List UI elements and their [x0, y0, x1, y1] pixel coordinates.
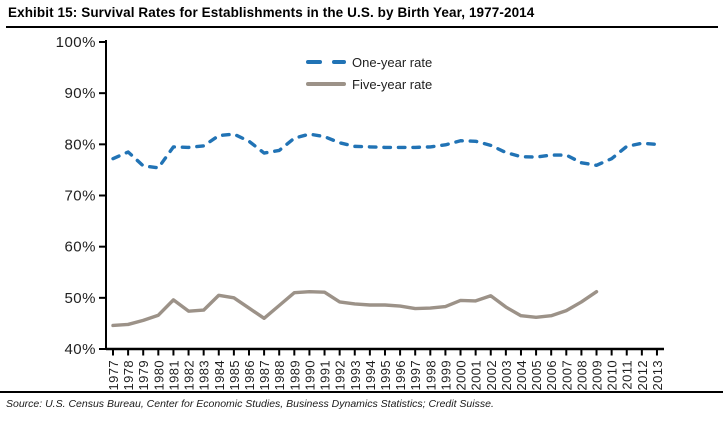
y-axis-label: 50% [64, 290, 96, 307]
x-axis-label: 1983 [197, 360, 212, 390]
x-axis-label: 1998 [423, 360, 438, 390]
y-axis-label: 90% [64, 85, 96, 102]
x-axis-label: 1993 [348, 360, 363, 390]
x-axis-label: 1989 [287, 360, 302, 390]
x-axis-label: 2009 [590, 360, 605, 390]
y-axis-label: 40% [64, 341, 96, 358]
x-axis-label: 1995 [378, 360, 393, 390]
y-axis-label: 60% [64, 239, 96, 256]
x-axis-label: 1990 [302, 360, 317, 390]
x-axis-label: 2006 [544, 360, 559, 390]
x-axis-label: 1994 [363, 360, 378, 390]
x-axis-label: 2010 [605, 360, 620, 390]
legend-item-one-year-rate: One-year rate [306, 51, 432, 73]
x-axis-label: 2000 [454, 360, 469, 390]
y-axis-label: 70% [64, 188, 96, 205]
x-axis-label: 1982 [182, 360, 197, 390]
x-axis-label: 2011 [620, 360, 635, 390]
survival-rates-line-chart: 40%50%60%70%80%90%100%1977 1978 1979 1980 19… [56, 34, 665, 390]
x-axis-label: 2005 [529, 360, 544, 390]
x-axis-label: 1991 [318, 360, 333, 390]
footer-divider [0, 391, 723, 393]
x-axis-label: 1992 [333, 360, 348, 390]
x-axis-label: 2002 [484, 360, 499, 390]
x-axis-label: 2004 [514, 360, 529, 390]
x-axis-label: 1978 [121, 360, 136, 390]
y-axis-label: 80% [64, 136, 96, 153]
x-axis-label: 1984 [212, 360, 227, 390]
series-line-one-year-rate [111, 132, 659, 170]
legend-label-one-year: One-year rate [352, 54, 433, 70]
x-axis-label: 2013 [650, 360, 665, 390]
x-axis-label: 1988 [272, 360, 287, 390]
x-axis-label: 1987 [257, 360, 272, 390]
x-axis-label: 1997 [408, 360, 423, 390]
legend-label-five-year: Five-year rate [352, 76, 433, 92]
x-axis-label: 1977 [106, 360, 121, 390]
title-divider [6, 26, 718, 28]
x-axis-label: 1999 [438, 360, 453, 390]
x-axis-label: 2001 [469, 360, 484, 390]
legend-item-five-year-rate: Five-year rate [306, 73, 432, 95]
x-axis-label: 1986 [242, 360, 257, 390]
x-axis-label: 1981 [166, 360, 181, 390]
series-line-five-year-rate [111, 289, 599, 328]
x-axis-label: 2007 [559, 360, 574, 390]
five-year-solid-line-sample [306, 82, 346, 86]
x-axis-label: 1980 [151, 360, 166, 390]
x-axis-label: 2003 [499, 360, 514, 390]
one-year-dashed-line-sample [306, 60, 346, 64]
chart-legend: One-year rate Five-year rate [306, 51, 432, 95]
y-axis-label: 100% [56, 34, 96, 51]
x-axis-label: 1996 [393, 360, 408, 390]
x-axis-label: 2012 [635, 360, 650, 390]
chart-title: Exhibit 15: Survival Rates for Establish… [8, 5, 535, 20]
x-axis-label: 1979 [136, 360, 151, 390]
x-axis-label: 2008 [574, 360, 589, 390]
source-note: Source: U.S. Census Bureau, Center for E… [6, 398, 494, 410]
x-axis-label: 1985 [227, 360, 242, 390]
